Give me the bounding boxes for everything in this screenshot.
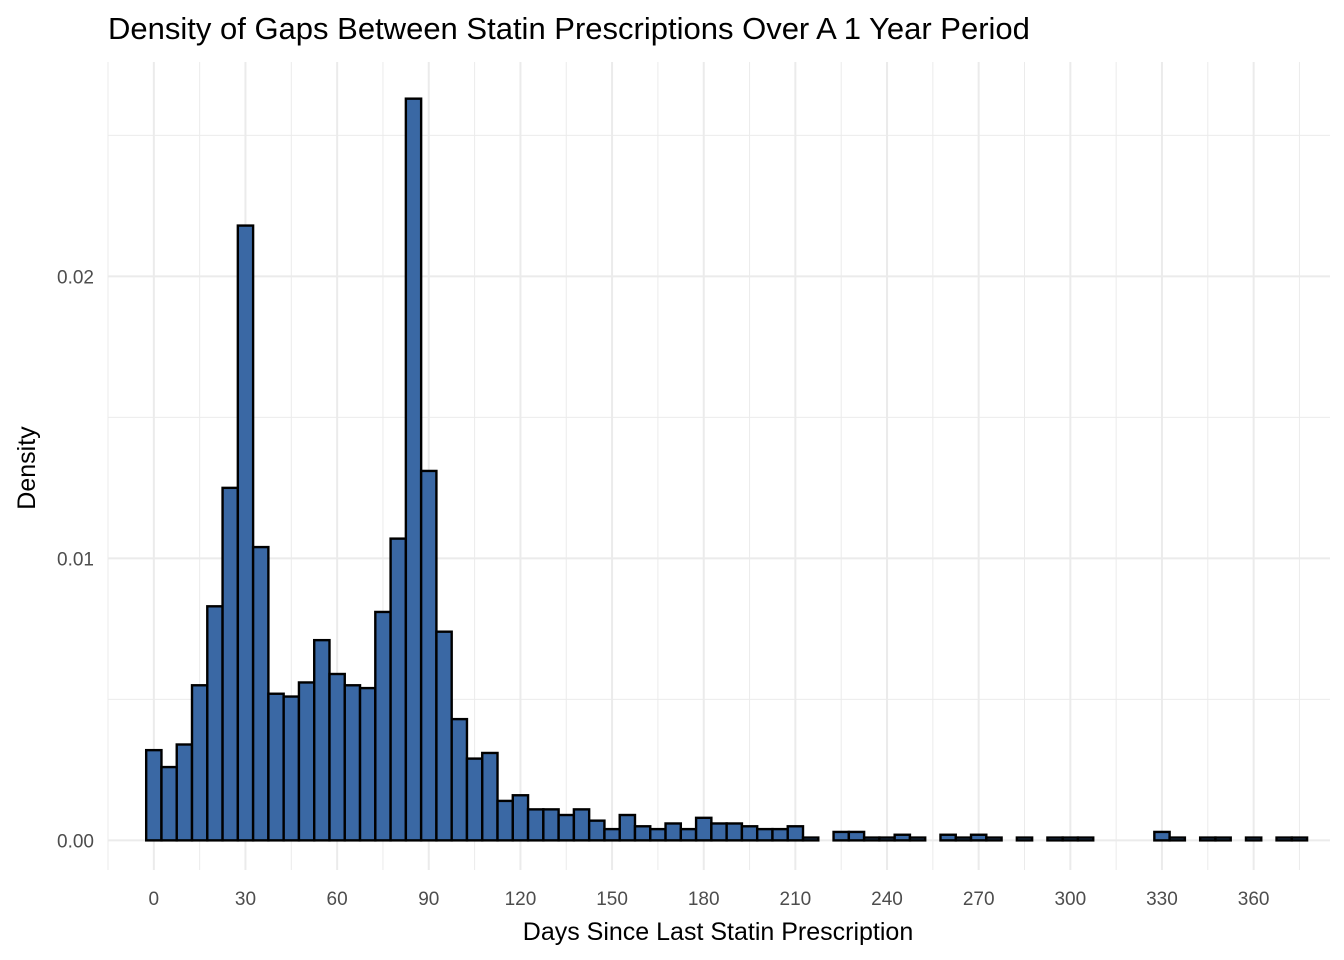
histogram-bar: [465, 757, 484, 842]
histogram-bar: [649, 827, 667, 842]
histogram-bar: [450, 717, 469, 842]
histogram-bar: [618, 813, 637, 842]
histogram-bar: [221, 486, 240, 842]
histogram-bar: [175, 743, 194, 842]
x-axis-title: Days Since Last Statin Prescription: [523, 918, 913, 946]
histogram-bars: [144, 97, 1309, 842]
histogram-bar: [1244, 836, 1263, 842]
histogram-bar: [526, 808, 545, 842]
x-tick-label: 210: [780, 889, 812, 910]
histogram-bar: [740, 825, 759, 842]
histogram-bar: [282, 695, 301, 842]
histogram-bar: [435, 630, 453, 842]
histogram-bar: [801, 836, 820, 842]
histogram-bar: [404, 97, 423, 842]
y-tick-label: 0.01: [57, 549, 94, 570]
x-tick-label: 90: [418, 889, 439, 910]
histogram-bar: [1153, 830, 1171, 842]
histogram-bar: [908, 836, 927, 842]
histogram-bar: [603, 827, 621, 842]
histogram-bar: [725, 822, 744, 842]
x-tick-label: 150: [596, 889, 628, 910]
x-tick-label: 60: [327, 889, 348, 910]
histogram-bar: [771, 827, 789, 842]
histogram-bar: [786, 825, 805, 842]
histogram-bar: [1290, 836, 1309, 842]
histogram-bar: [358, 686, 377, 842]
histogram-bar: [847, 830, 866, 842]
histogram-bar: [694, 816, 713, 842]
chart-title: Density of Gaps Between Statin Prescript…: [108, 11, 1030, 46]
x-tick-label: 360: [1238, 889, 1270, 910]
histogram-bar: [557, 813, 576, 842]
histogram-bar: [1198, 836, 1217, 842]
y-axis-title: Density: [13, 426, 41, 510]
histogram-bar: [664, 822, 683, 842]
histogram-bar: [267, 692, 285, 842]
histogram-bar: [969, 833, 988, 842]
x-tick-label: 300: [1054, 889, 1086, 910]
histogram-bar: [862, 836, 881, 842]
histogram-bar: [1214, 836, 1232, 842]
x-tick-label: 0: [149, 889, 160, 910]
histogram-bar: [954, 836, 973, 842]
histogram-bar: [374, 610, 392, 842]
histogram-bar: [679, 827, 698, 842]
histogram-bar: [832, 830, 851, 842]
histogram-bar: [710, 822, 728, 842]
histogram-bar: [343, 684, 362, 842]
histogram-bar: [755, 827, 774, 842]
histogram-bar: [297, 681, 316, 842]
histogram-bar: [1168, 836, 1187, 842]
histogram-bar: [328, 672, 346, 842]
x-tick-label: 330: [1146, 889, 1178, 910]
histogram-bar: [633, 825, 652, 842]
histogram-bar: [190, 684, 209, 842]
histogram-bar: [419, 469, 438, 842]
x-tick-label: 240: [871, 889, 903, 910]
histogram-bar: [251, 545, 270, 842]
histogram-bar: [389, 537, 408, 842]
histogram-bar: [511, 794, 530, 842]
histogram-bar: [893, 833, 912, 842]
x-tick-label: 270: [963, 889, 995, 910]
histogram-bar: [878, 836, 896, 842]
histogram-bar: [939, 833, 957, 842]
histogram-bar: [1046, 836, 1064, 842]
histogram-bar: [1061, 836, 1080, 842]
histogram-bar: [572, 808, 591, 842]
histogram-bar: [236, 224, 255, 842]
histogram-bar: [587, 819, 606, 842]
histogram-bar: [985, 836, 1003, 842]
x-tick-label: 180: [688, 889, 720, 910]
histogram-bar: [144, 748, 163, 842]
x-tick-label: 120: [505, 889, 537, 910]
histogram-bar: [496, 799, 514, 842]
tick-labels: 0 30 60 90 120 150 180 210 240 270 300 330 360 0.00 0.…: [57, 267, 1269, 910]
histogram-bar: [542, 808, 560, 842]
y-tick-label: 0.02: [57, 267, 94, 288]
y-tick-label: 0.00: [57, 831, 94, 852]
histogram-bar: [481, 751, 499, 842]
histogram-bar: [1076, 836, 1095, 842]
histogram-bar: [160, 765, 178, 842]
histogram-bar: [313, 638, 331, 842]
histogram-bar: [206, 605, 224, 842]
histogram-bar: [1275, 836, 1294, 842]
histogram-bar: [1015, 836, 1034, 842]
x-tick-label: 30: [235, 889, 256, 910]
